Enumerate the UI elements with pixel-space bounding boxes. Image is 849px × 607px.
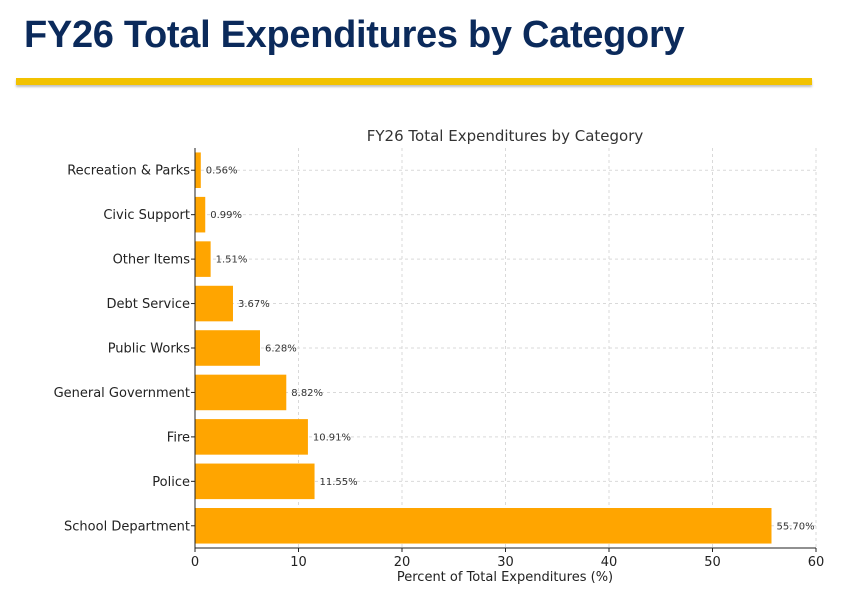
value-label: 0.99% [210,210,242,221]
value-label: 10.91% [313,432,351,443]
bar-series [195,152,772,544]
x-tick-label: 30 [497,555,514,570]
bar [195,374,287,411]
bar [195,241,211,277]
category-label: School Department [64,519,190,534]
value-labels: 55.70% 11.55% 10.91% 8.82% 6.28% 3.67% 1.51% 0.… [206,166,815,533]
x-tick-label: 0 [191,555,199,570]
bar [195,330,260,366]
page-title: FY26 Total Expenditures by Category [24,14,685,56]
bar [195,152,201,188]
x-tick-label: 10 [290,555,307,570]
category-label: Public Works [108,342,191,357]
bar [195,463,315,500]
value-label: 55.70% [776,521,814,532]
category-label: Other Items [113,253,191,268]
category-labels: School Department Police Fire General Gover… [54,164,191,535]
x-tick-labels: 0 10 20 30 40 50 60 [191,555,824,570]
category-label: Debt Service [106,297,190,312]
category-label: Fire [167,430,190,445]
gridlines [194,148,817,548]
title-underline [16,78,812,85]
category-label: General Government [54,386,190,401]
value-label: 6.28% [265,344,297,355]
bar [195,419,308,455]
x-tick-label: 60 [808,555,825,570]
bar [195,196,206,233]
value-label: 0.56% [206,166,238,177]
bar [195,285,233,322]
category-label: Police [152,475,190,490]
x-tick-label: 50 [704,555,721,570]
value-label: 3.67% [238,299,270,310]
value-label: 1.51% [216,255,248,266]
x-tick-label: 20 [394,555,411,570]
chart-title: FY26 Total Expenditures by Category [367,127,644,145]
bar [195,508,772,544]
x-tick-label: 40 [601,555,618,570]
x-axis-label: Percent of Total Expenditures (%) [397,570,613,585]
category-label: Civic Support [103,208,190,223]
value-label: 11.55% [320,477,358,488]
category-label: Recreation & Parks [67,164,190,179]
value-label: 8.82% [291,388,323,399]
axes [191,148,817,552]
